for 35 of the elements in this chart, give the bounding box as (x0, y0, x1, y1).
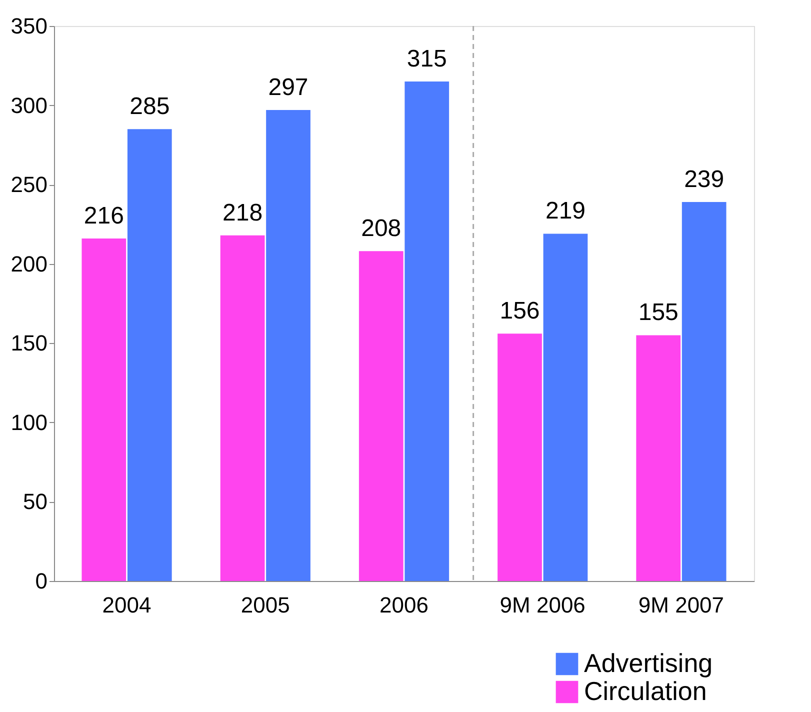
x-tick-label: 9M 2006 (500, 592, 586, 618)
y-tick-label: 50 (23, 489, 48, 514)
data-label: 218 (222, 199, 263, 226)
x-tick-label: 2005 (240, 592, 290, 618)
data-label: 219 (545, 198, 586, 225)
bar (127, 129, 172, 581)
legend-label: Circulation (584, 676, 707, 706)
y-tick-label: 150 (10, 330, 48, 356)
bar (636, 335, 681, 581)
data-label: 156 (500, 298, 540, 325)
y-tick-label: 100 (10, 410, 48, 435)
bar (404, 82, 450, 581)
bar (220, 235, 265, 581)
y-tick-label: 350 (10, 14, 48, 38)
bar (682, 202, 726, 581)
y-tick-label: 250 (10, 172, 48, 198)
y-tick-label: 300 (10, 92, 48, 118)
data-label: 285 (130, 93, 170, 120)
x-tick-label: 2006 (380, 592, 428, 618)
data-label: 315 (406, 46, 447, 72)
bar (358, 251, 404, 581)
y-tick-label: 0 (35, 568, 48, 594)
bar (266, 110, 310, 581)
bar (543, 234, 588, 581)
data-label: 155 (638, 299, 678, 326)
data-label: 239 (684, 166, 724, 194)
x-tick-label: 9M 2007 (638, 592, 724, 618)
y-tick-label: 200 (10, 251, 48, 276)
data-label: 297 (268, 74, 308, 102)
legend-label: Advertising (584, 648, 713, 678)
data-label: 216 (84, 202, 124, 230)
bar (498, 334, 542, 581)
x-tick-label: 2004 (102, 592, 152, 618)
data-label: 208 (361, 215, 402, 242)
bar (82, 238, 126, 581)
